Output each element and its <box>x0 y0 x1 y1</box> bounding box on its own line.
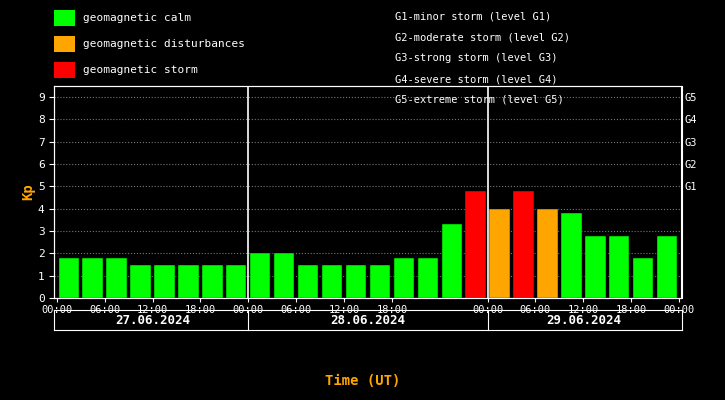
Text: G5-extreme storm (level G5): G5-extreme storm (level G5) <box>395 95 564 105</box>
Text: G1-minor storm (level G1): G1-minor storm (level G1) <box>395 12 552 22</box>
Bar <box>107 258 127 298</box>
Bar <box>226 264 246 298</box>
Text: 28.06.2024: 28.06.2024 <box>331 314 405 326</box>
Bar <box>609 236 629 298</box>
Text: 27.06.2024: 27.06.2024 <box>115 314 190 326</box>
Bar <box>130 264 151 298</box>
Bar <box>561 213 581 298</box>
Bar <box>154 264 175 298</box>
Bar <box>274 253 294 298</box>
Bar <box>250 253 270 298</box>
Text: geomagnetic storm: geomagnetic storm <box>83 65 198 75</box>
Bar <box>513 191 534 298</box>
Bar <box>59 258 79 298</box>
Bar <box>346 264 366 298</box>
Bar <box>370 264 390 298</box>
Bar <box>322 264 342 298</box>
Bar <box>489 209 510 298</box>
Bar <box>202 264 223 298</box>
Bar <box>442 224 462 298</box>
Text: G3-strong storm (level G3): G3-strong storm (level G3) <box>395 54 558 64</box>
Text: G4-severe storm (level G4): G4-severe storm (level G4) <box>395 74 558 84</box>
Bar <box>418 258 438 298</box>
Y-axis label: Kp: Kp <box>21 184 35 200</box>
Bar <box>394 258 414 298</box>
Bar <box>298 264 318 298</box>
Bar <box>537 209 558 298</box>
Text: 29.06.2024: 29.06.2024 <box>546 314 621 326</box>
Bar <box>585 236 605 298</box>
Bar <box>465 191 486 298</box>
Bar <box>657 236 677 298</box>
Bar <box>178 264 199 298</box>
Text: G2-moderate storm (level G2): G2-moderate storm (level G2) <box>395 33 570 43</box>
Bar <box>633 258 653 298</box>
Bar <box>83 258 103 298</box>
Text: geomagnetic disturbances: geomagnetic disturbances <box>83 39 245 49</box>
Text: Time (UT): Time (UT) <box>325 374 400 388</box>
Text: geomagnetic calm: geomagnetic calm <box>83 13 191 23</box>
